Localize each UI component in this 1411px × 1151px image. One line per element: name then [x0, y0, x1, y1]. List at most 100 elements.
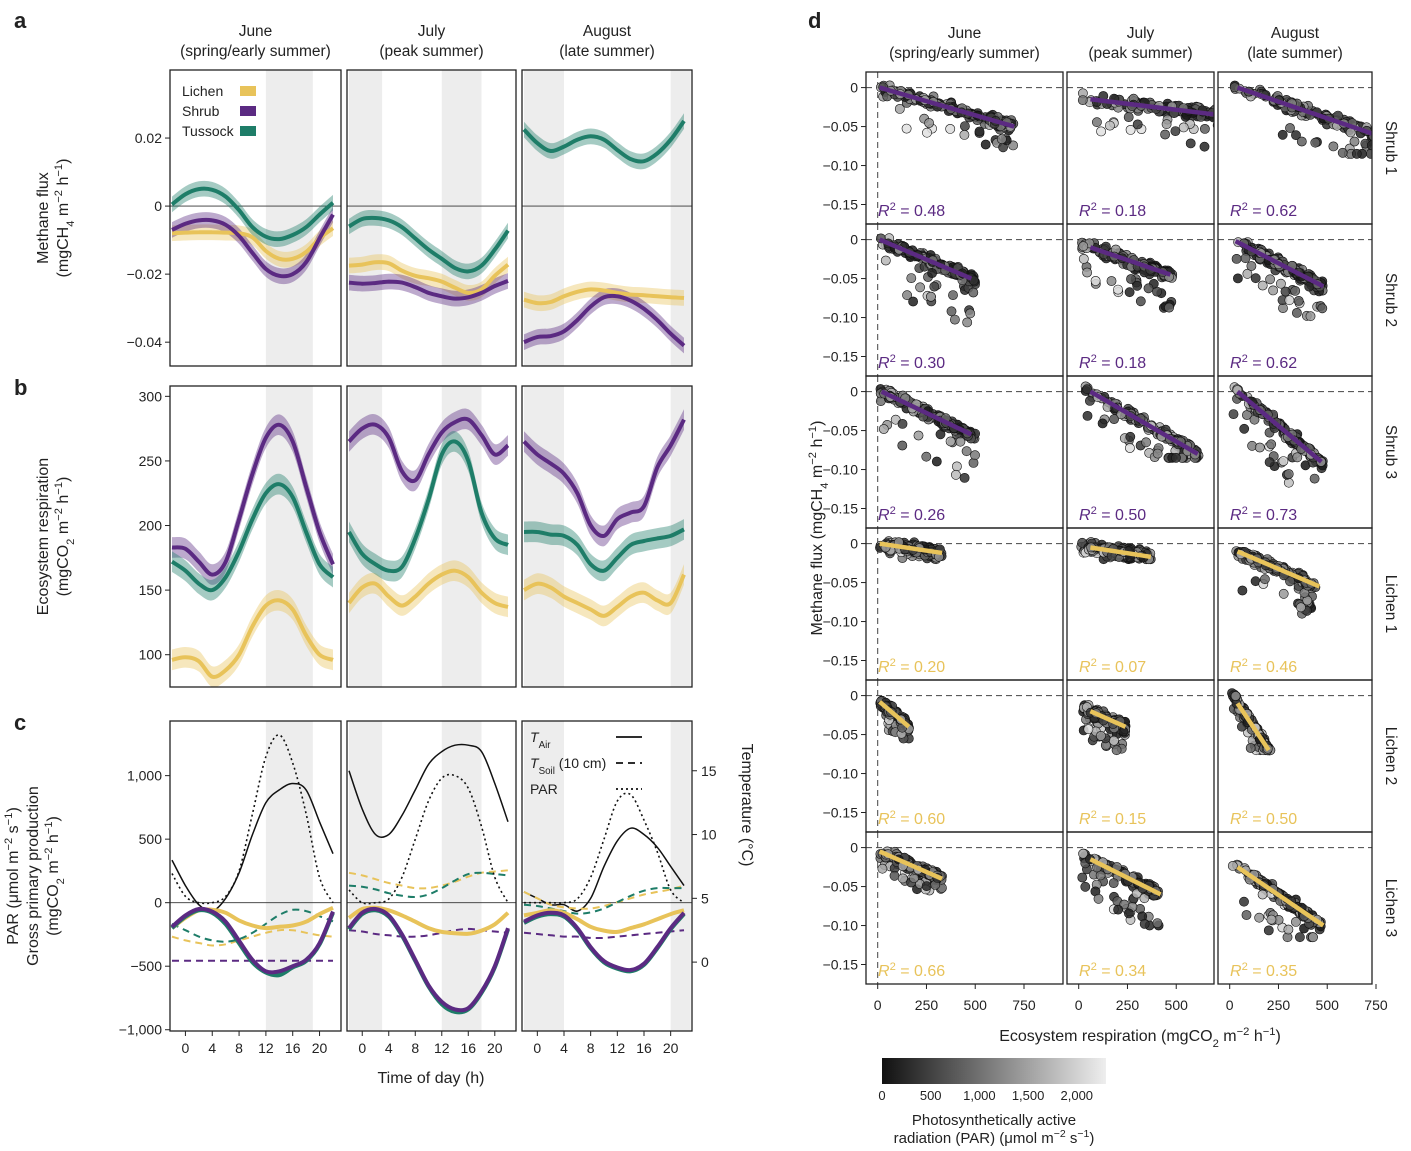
- r2-label: R2 = 0.34: [1079, 961, 1146, 980]
- plot-area-a-july: [347, 205, 516, 307]
- r2-label: R2 = 0.60: [878, 809, 945, 828]
- panel-letter-c: c: [14, 710, 26, 735]
- r2-exponent: 2: [1091, 809, 1097, 821]
- r2-exponent: 2: [1091, 505, 1097, 517]
- fit-line: [1090, 545, 1152, 560]
- y-axis-title-a: (mgCH4 m−2 h−1): [53, 159, 77, 278]
- scatter-point: [1237, 585, 1248, 596]
- x-axis-title-c: Time of day (h): [378, 1070, 485, 1087]
- y-tick-label-b: 300: [139, 388, 163, 404]
- text-span: T: [530, 729, 540, 745]
- d-x-tick-label: 0: [1226, 997, 1234, 1013]
- r2-label: R2 = 0.18: [1079, 353, 1146, 372]
- r2-value: = 0.48: [896, 203, 945, 220]
- scatter-point: [1285, 123, 1295, 133]
- scatter-point: [1220, 108, 1229, 117]
- text-span: h: [55, 495, 72, 504]
- scatter-shrub-1-august: [1218, 80, 1372, 159]
- r2-symbol: R: [1079, 203, 1091, 220]
- scatter-point: [1292, 307, 1302, 318]
- scatter-point: [952, 461, 962, 472]
- scatter-point: [1105, 120, 1115, 131]
- scatter-point: [946, 306, 957, 317]
- scatter-shrub-2-june: [866, 224, 1063, 376]
- scatter-point: [921, 881, 932, 891]
- plot-area-b-august: [522, 409, 686, 627]
- scatter-point: [1309, 473, 1320, 484]
- ci-band-tussock: [172, 180, 333, 247]
- scatter-point: [1226, 117, 1235, 126]
- x-tick-label: 20: [312, 1040, 328, 1056]
- ci-band-shrub: [172, 206, 333, 285]
- scatter-point: [1096, 126, 1106, 137]
- scatter-point: [1277, 129, 1288, 140]
- r2-exponent: 2: [1242, 809, 1248, 821]
- scatter-point: [1246, 261, 1257, 271]
- month-header-august: August: [583, 23, 632, 40]
- text-span: m: [55, 203, 72, 216]
- fit-line: [1235, 702, 1271, 752]
- line-t-soil-lichen: [523, 884, 685, 910]
- row-label-lichen-2: Lichen 2: [1382, 727, 1399, 786]
- scatter-point: [1250, 273, 1261, 284]
- text-span: −2: [3, 838, 15, 851]
- scatter-point: [1351, 148, 1362, 159]
- y-tick-label-a: 0: [154, 198, 162, 214]
- text-span: −1: [53, 482, 65, 495]
- text-span: Methane flux: [35, 172, 52, 264]
- scatter-point: [959, 129, 970, 140]
- text-span: 2: [1213, 1038, 1219, 1050]
- scatter-point: [980, 139, 991, 150]
- r2-value: = 0.62: [1248, 203, 1297, 220]
- scatter-point: [1305, 311, 1316, 322]
- scatter-point: [1170, 126, 1181, 137]
- d-y-tick-label: −0.15: [823, 349, 859, 365]
- text-span: s: [5, 825, 22, 833]
- d-month-header-july: July: [1127, 25, 1155, 42]
- text-span: Gross primary production: [25, 786, 42, 966]
- line-par: [348, 773, 509, 905]
- r2-label: R2 = 0.73: [1230, 505, 1297, 524]
- frame-b-august: [521, 385, 693, 688]
- fit-line: [879, 85, 1015, 129]
- scatter-point: [1296, 136, 1307, 147]
- scatter-lichen-1-june: [866, 528, 1063, 680]
- frame-b-june: [169, 385, 342, 688]
- fit-line: [878, 700, 911, 729]
- text-span: −1: [1263, 1026, 1276, 1038]
- scatter-point: [877, 863, 888, 874]
- r2-exponent: 2: [890, 201, 896, 213]
- scatter-point: [1080, 881, 1091, 892]
- scatter-point: [1220, 114, 1229, 123]
- line-shrub: [348, 279, 509, 301]
- scatter-point: [1230, 691, 1241, 701]
- y-tick-label-a: 0.02: [135, 130, 162, 146]
- scatter-point: [1222, 109, 1231, 118]
- scatter-point: [1257, 889, 1268, 900]
- night-shade-b-july: [441, 386, 482, 687]
- line-tussock: [347, 215, 510, 274]
- scatter-point: [945, 123, 956, 134]
- scatter-point: [1278, 588, 1289, 599]
- scatter-point: [1246, 109, 1255, 118]
- scatter-point: [1139, 893, 1150, 904]
- scatter-point: [996, 134, 1007, 144]
- scatter-point: [1236, 111, 1245, 120]
- frame-d: [1066, 831, 1215, 985]
- r2-value: = 0.50: [1097, 507, 1146, 524]
- fit-line: [879, 541, 943, 556]
- text-span: (mg: [45, 908, 62, 936]
- text-span: ): [809, 421, 826, 426]
- scatter-point: [1113, 284, 1123, 295]
- scatter-point: [1260, 574, 1270, 585]
- text-span: −1: [43, 821, 55, 834]
- month-season-august: (late summer): [559, 43, 655, 60]
- x-tick-label: 20: [487, 1040, 503, 1056]
- scatter-point: [878, 424, 889, 434]
- text-span: h: [55, 177, 72, 186]
- panel-letter-b: b: [14, 375, 27, 400]
- text-span: −2: [1054, 1128, 1066, 1140]
- scatter-point: [1125, 124, 1136, 135]
- scatter-point: [1238, 115, 1247, 124]
- night-shade-a-june: [265, 70, 313, 366]
